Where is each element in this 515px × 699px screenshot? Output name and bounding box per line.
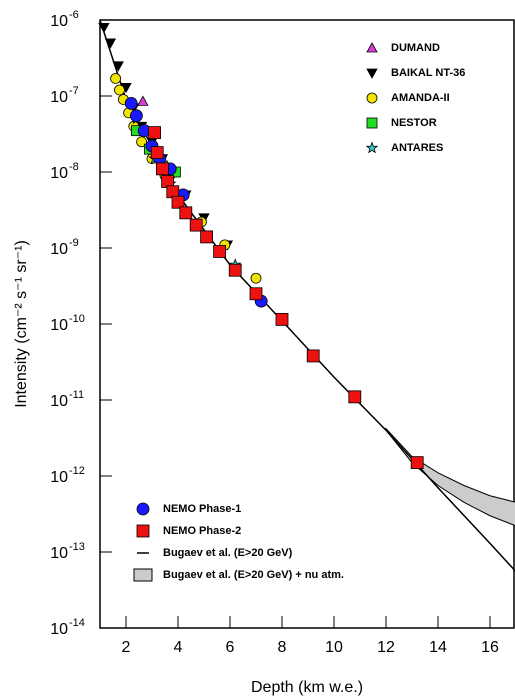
marker xyxy=(112,61,124,72)
legend-label: Bugaev et al. (E>20 GeV) xyxy=(163,547,293,559)
marker xyxy=(250,272,262,284)
legend-label: Bugaev et al. (E>20 GeV) + nu atm. xyxy=(163,569,344,581)
x-tick-label: 2 xyxy=(122,639,131,656)
marker xyxy=(98,22,110,34)
marker xyxy=(410,456,424,470)
marker xyxy=(366,42,378,53)
y-tick-base: 10 xyxy=(50,317,68,334)
marker xyxy=(155,162,169,176)
y-tick-label: 10-10 xyxy=(50,313,85,334)
marker xyxy=(249,287,263,301)
y-axis-label: Intensity (cm⁻² s⁻¹ sr⁻¹) xyxy=(13,240,30,408)
marker xyxy=(275,312,289,326)
y-tick-label: 10-11 xyxy=(50,389,84,410)
marker xyxy=(366,68,378,79)
y-tick-label: 10-12 xyxy=(50,465,85,486)
marker xyxy=(213,245,227,258)
y-tick-exponent: -13 xyxy=(69,541,85,553)
y-tick-exponent: -10 xyxy=(69,313,85,325)
x-axis-label: Depth (km w.e.) xyxy=(251,679,363,696)
y-tick-label: 10-8 xyxy=(50,161,79,182)
y-tick-exponent: -8 xyxy=(69,161,79,173)
marker xyxy=(104,38,117,49)
y-tick-base: 10 xyxy=(50,13,68,30)
marker xyxy=(306,349,320,363)
y-tick-label: 10-9 xyxy=(50,237,79,258)
y-tick-base: 10 xyxy=(50,621,68,638)
marker xyxy=(137,95,149,106)
marker xyxy=(114,84,125,96)
y-tick-exponent: -11 xyxy=(69,389,84,401)
legend-label: ANTARES xyxy=(391,142,443,154)
marker xyxy=(366,117,378,129)
legend-label: BAIKAL NT-36 xyxy=(391,67,465,79)
legend-label: NEMO Phase-1 xyxy=(163,503,241,515)
x-tick-label: 4 xyxy=(174,639,183,656)
marker xyxy=(189,218,203,232)
legend-band xyxy=(133,568,153,582)
marker xyxy=(365,141,379,154)
legend-label: NESTOR xyxy=(391,117,437,129)
marker xyxy=(136,524,150,538)
y-tick-base: 10 xyxy=(50,393,68,410)
y-tick-base: 10 xyxy=(50,241,68,258)
y-tick-exponent: -7 xyxy=(69,85,79,97)
band xyxy=(385,427,515,527)
marker xyxy=(150,146,164,159)
marker xyxy=(179,206,193,220)
y-tick-exponent: -9 xyxy=(69,237,79,249)
legend-label: AMANDA-II xyxy=(391,92,450,104)
y-tick-label: 10-6 xyxy=(50,9,79,30)
marker xyxy=(129,109,143,123)
y-tick-base: 10 xyxy=(50,545,68,562)
x-tick-label: 6 xyxy=(226,639,235,656)
marker xyxy=(110,73,121,84)
y-tick-exponent: -6 xyxy=(69,9,79,21)
y-tick-label: 10-14 xyxy=(50,617,85,638)
marker xyxy=(148,126,162,139)
y-tick-exponent: -14 xyxy=(69,617,85,629)
marker xyxy=(171,195,185,209)
marker xyxy=(124,96,138,110)
x-tick-label: 8 xyxy=(278,639,287,656)
y-tick-label: 10-13 xyxy=(50,541,85,562)
y-tick-base: 10 xyxy=(50,89,68,106)
legend-label: DUMAND xyxy=(391,42,440,54)
legend-label: NEMO Phase-2 xyxy=(163,525,241,537)
x-tick-label: 14 xyxy=(429,639,447,656)
y-tick-base: 10 xyxy=(50,469,68,486)
marker xyxy=(228,263,242,277)
y-tick-base: 10 xyxy=(50,165,68,182)
y-tick-label: 10-7 xyxy=(50,85,79,106)
marker xyxy=(366,92,378,104)
marker xyxy=(136,502,150,516)
x-tick-label: 16 xyxy=(481,639,499,656)
marker xyxy=(348,390,362,404)
x-tick-label: 12 xyxy=(377,639,395,656)
x-tick-label: 10 xyxy=(325,639,343,656)
y-tick-exponent: -12 xyxy=(69,465,85,477)
marker xyxy=(200,230,214,244)
